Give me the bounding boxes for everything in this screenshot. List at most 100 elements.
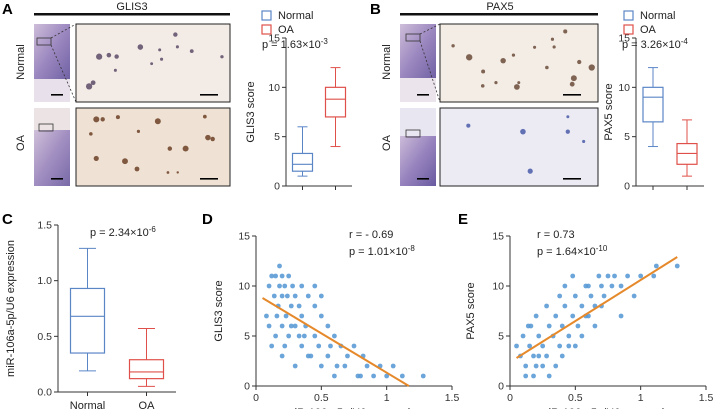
data-point xyxy=(332,333,337,339)
data-point xyxy=(531,353,536,359)
stained-cell xyxy=(205,134,211,141)
data-point xyxy=(296,303,302,309)
data-point xyxy=(266,323,272,329)
x-tick-label: OA xyxy=(139,400,156,409)
x-tick-label: 1 xyxy=(638,392,644,404)
data-point xyxy=(342,363,348,369)
data-point xyxy=(523,363,529,369)
legend-label-oa: OA xyxy=(278,24,295,36)
data-point xyxy=(292,323,298,329)
data-point xyxy=(371,373,376,379)
micrograph-b-normal-high xyxy=(439,23,599,103)
data-point xyxy=(299,283,305,289)
y-tick-label: 10 xyxy=(268,82,280,94)
panel-letter-a: A xyxy=(2,1,13,18)
data-point xyxy=(583,283,589,289)
stained-cell xyxy=(202,114,207,119)
correlation-r-label: r = 0.73 xyxy=(537,229,575,241)
stained-cell xyxy=(210,136,215,142)
data-point xyxy=(596,273,602,279)
y-tick-label: 10 xyxy=(238,281,250,293)
legend-label-oa: OA xyxy=(640,24,657,36)
data-point xyxy=(279,323,285,329)
data-point xyxy=(364,363,370,369)
panel-a-stain-title: GLIS3 xyxy=(116,1,147,13)
box-normal xyxy=(642,86,664,123)
panel-a-row-oa: OA xyxy=(15,134,27,151)
data-point xyxy=(318,313,324,319)
data-point xyxy=(540,343,546,349)
stained-cell xyxy=(182,145,189,152)
data-point xyxy=(557,293,563,299)
stained-cell xyxy=(500,57,506,64)
data-point xyxy=(271,293,277,299)
panel-b-row-normal: Normal xyxy=(381,44,393,79)
data-point xyxy=(572,293,578,299)
data-point xyxy=(355,373,361,379)
data-point xyxy=(264,313,269,319)
y-tick-label: 15 xyxy=(492,231,504,243)
data-point xyxy=(528,323,534,329)
stained-cell xyxy=(582,139,586,144)
y-tick-label: 0 xyxy=(244,381,250,393)
data-point xyxy=(566,333,572,339)
x-tick-label: 1.5 xyxy=(445,392,460,404)
data-point xyxy=(332,373,337,379)
data-point xyxy=(351,343,357,349)
data-point xyxy=(609,283,615,289)
data-point xyxy=(579,333,585,339)
y-tick-label: 1.0 xyxy=(37,275,52,287)
data-point xyxy=(562,283,568,289)
p-value-label: p = 1.63×10-3 xyxy=(262,37,328,51)
data-point xyxy=(540,363,546,369)
legend-label-normal: Normal xyxy=(278,10,313,22)
data-point xyxy=(618,313,624,319)
data-point xyxy=(544,353,549,359)
data-point xyxy=(674,263,680,269)
box-normal xyxy=(291,152,314,172)
chart-a-boxplot: 0 5 10 15 GLIS3 score p = 1.63×10-3 Normal OA xyxy=(245,10,352,193)
stained-cell xyxy=(527,168,533,174)
legend-label-normal: Normal xyxy=(640,10,675,22)
data-point xyxy=(523,373,529,379)
panel-a-row-normal: Normal xyxy=(15,44,27,79)
y-tick-label: 5 xyxy=(244,331,250,343)
data-point xyxy=(334,363,340,369)
y-axis-label: PAX5 score xyxy=(465,282,477,339)
stained-cell xyxy=(465,54,473,61)
stained-cell xyxy=(150,62,154,66)
y-axis-label: GLIS3 score xyxy=(213,280,225,341)
legend-swatch-oa xyxy=(261,24,272,35)
data-point xyxy=(575,323,581,329)
panel-c: C xyxy=(2,211,13,228)
stained-cell xyxy=(85,83,93,90)
y-tick-label: 0.0 xyxy=(37,387,52,399)
micrograph-a-normal-low xyxy=(34,24,70,102)
legend-swatch-normal xyxy=(261,10,272,21)
p-value-label: p = 1.64×10-10 xyxy=(537,244,608,258)
panel-a-title-bar xyxy=(34,13,230,16)
data-point xyxy=(273,273,278,279)
data-point xyxy=(296,333,302,339)
data-point xyxy=(579,303,585,309)
data-point xyxy=(299,343,305,349)
y-tick-label: 10 xyxy=(492,281,504,293)
stained-cell xyxy=(451,44,455,48)
data-point xyxy=(325,323,331,329)
x-tick-label: 0.5 xyxy=(314,392,329,404)
y-tick-label: 0.5 xyxy=(37,331,52,343)
y-tick-label: 5 xyxy=(498,331,504,343)
micrograph-a-normal-high xyxy=(75,23,231,103)
panel-a: A GLIS3 Normal OA xyxy=(2,1,231,187)
data-point xyxy=(292,293,298,299)
stained-cell xyxy=(93,116,100,123)
y-tick-label: 15 xyxy=(618,33,630,45)
y-tick-label: 5 xyxy=(624,131,630,143)
data-point xyxy=(570,313,576,319)
stained-cell xyxy=(550,37,555,41)
x-tick-label: 0 xyxy=(253,392,259,404)
data-point xyxy=(277,263,282,269)
panel-letter-e: E xyxy=(458,211,468,228)
